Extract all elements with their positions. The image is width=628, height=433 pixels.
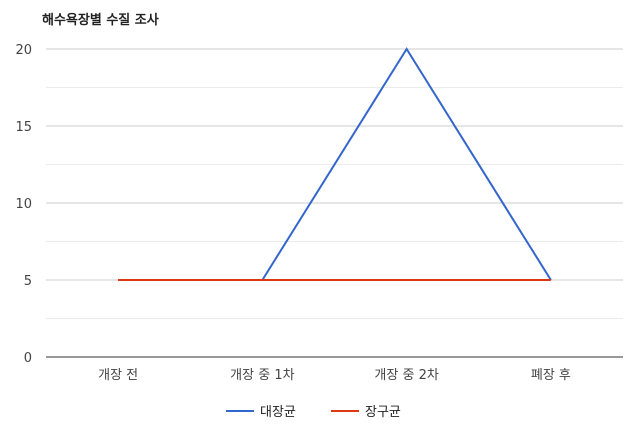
gridlines: [46, 48, 623, 358]
y-axis: 0 5 10 15 20: [15, 43, 32, 366]
x-tick-label: 개장 전: [98, 368, 138, 383]
series-lines: [118, 47, 552, 281]
y-tick-label: 0: [24, 351, 32, 366]
x-tick-label: 개장 중 1차: [230, 368, 294, 383]
y-tick-label: 5: [24, 274, 32, 289]
y-tick-label: 10: [15, 197, 32, 212]
legend-label: 대장균: [260, 405, 296, 420]
legend: 대장균 장구균: [226, 405, 401, 420]
y-tick-label: 20: [15, 43, 32, 58]
y-tick-label: 15: [15, 120, 32, 135]
x-tick-label: 폐장 후: [531, 368, 571, 383]
x-axis: 개장 전 개장 중 1차 개장 중 2차 폐장 후: [98, 368, 571, 383]
legend-label: 장구균: [365, 405, 401, 420]
x-tick-label: 개장 중 2차: [374, 368, 438, 383]
chart-title: 해수욕장별 수질 조사: [42, 12, 159, 28]
